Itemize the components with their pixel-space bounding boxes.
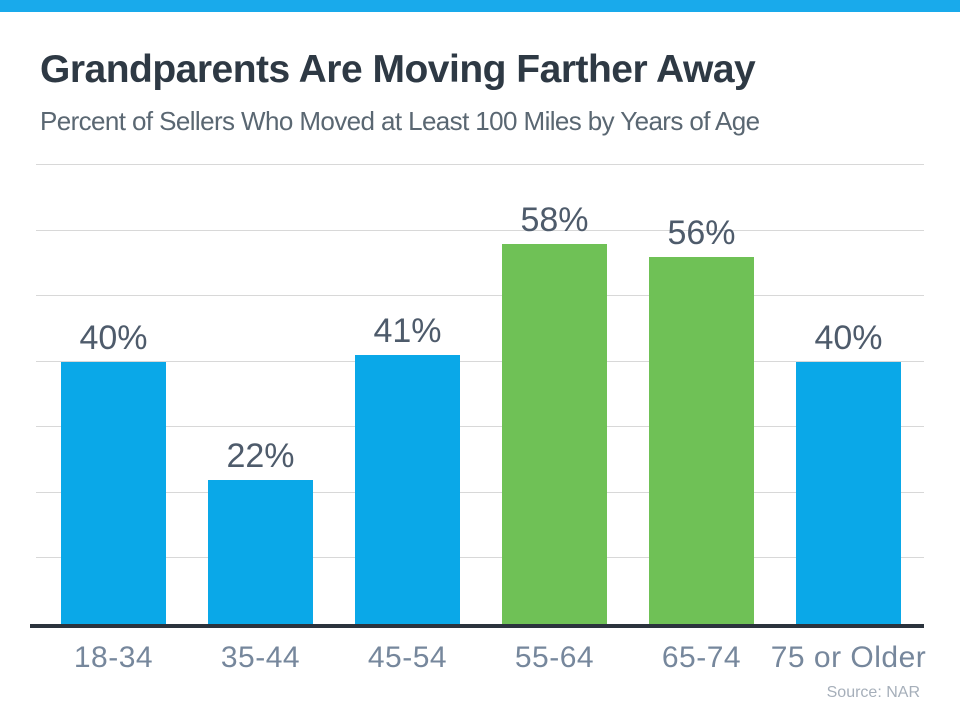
bar-group: 40% (61, 319, 166, 624)
bar-group: 56% (649, 214, 754, 624)
bar-35-44 (208, 479, 313, 624)
bar-55-64 (502, 243, 607, 624)
gridline (36, 164, 924, 165)
x-axis-label-text: 55-64 (514, 641, 595, 674)
bar-65-74 (649, 256, 754, 624)
bar-18-34 (61, 361, 166, 624)
x-axis-label-text: 45-54 (367, 641, 448, 674)
bar-group: 40% (796, 319, 901, 624)
x-axis-label-text: 18-34 (73, 641, 154, 674)
top-accent-bar (0, 0, 960, 12)
bar-group: 22% (208, 437, 313, 624)
x-axis-label: 55-64 (502, 640, 607, 676)
bar-value-label: 58% (520, 200, 589, 239)
x-axis-labels: 18-34 35-44 45-54 55-64 65-74 75 or Older (36, 640, 926, 676)
x-axis-label: 75 or Older (771, 640, 926, 676)
bar-45-54 (355, 355, 460, 624)
chart-subtitle: Percent of Sellers Who Moved at Least 10… (40, 106, 760, 136)
gridline (36, 360, 924, 362)
gridline (36, 295, 924, 297)
x-axis-label: 18-34 (61, 640, 166, 676)
bar-value-label: 40% (814, 318, 883, 357)
gridline (36, 426, 924, 428)
gridline (36, 229, 924, 231)
x-axis-label: 35-44 (208, 640, 313, 676)
bar-chart-plot-area: 40% 22% 41% 58% 56% 40% (36, 164, 924, 624)
bar-value-label: 56% (667, 213, 736, 252)
bars-container: 40% 22% 41% 58% 56% 40% (36, 165, 924, 624)
x-axis-line (30, 624, 924, 628)
bar-75-or-older (796, 361, 901, 624)
x-axis-label-text: 35-44 (220, 641, 301, 674)
gridline (36, 491, 924, 493)
chart-title: Grandparents Are Moving Farther Away (40, 48, 756, 91)
bar-group: 41% (355, 312, 460, 624)
bar-value-label: 40% (79, 318, 148, 357)
bar-value-label: 22% (226, 436, 295, 475)
x-axis-label-text: 75 or Older (770, 641, 927, 674)
x-axis-label: 65-74 (649, 640, 754, 676)
bar-group: 58% (502, 201, 607, 624)
gridline (36, 557, 924, 559)
bar-value-label: 41% (373, 312, 442, 351)
source-note: Source: NAR (826, 684, 920, 701)
x-axis-label-text: 65-74 (661, 641, 742, 674)
x-axis-label: 45-54 (355, 640, 460, 676)
